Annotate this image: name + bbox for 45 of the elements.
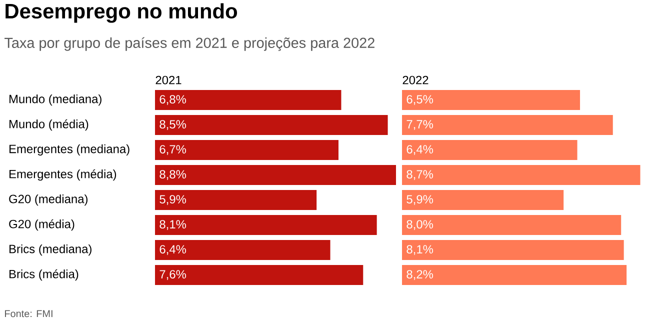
data-label: 7,7% — [406, 120, 434, 130]
bar — [155, 90, 342, 110]
bar — [155, 190, 317, 210]
y-tick-label: G20 (média) — [9, 219, 74, 231]
bar — [155, 240, 330, 260]
series-label: 2022 — [402, 76, 428, 84]
y-tick-label: Brics (média) — [10, 269, 78, 281]
y-tick-label: Brics (mediana) — [10, 244, 92, 256]
series-label: 2021 — [156, 76, 182, 84]
bar — [155, 115, 388, 136]
bar — [155, 165, 396, 185]
y-tick-label: Emergentes (média) — [10, 169, 116, 181]
bar — [402, 90, 580, 110]
data-label: 6,4% — [406, 145, 434, 155]
data-label: 5,9% — [160, 195, 186, 205]
y-tick-label: G20 (mediana) — [9, 194, 88, 206]
data-label: 8,2% — [406, 270, 434, 280]
chart-subtitle: Taxa por grupo de países em 2021 e projeções para 2022 — [4, 37, 374, 51]
source-note: Fonte: FMI — [5, 310, 52, 318]
data-label: 8,0% — [406, 220, 434, 230]
bar — [155, 215, 377, 235]
bar — [402, 215, 622, 235]
bar — [155, 265, 364, 285]
data-label: 8,1% — [160, 220, 186, 230]
y-tick-label: Mundo (média) — [10, 119, 88, 131]
bar — [402, 190, 564, 210]
y-tick-label: Mundo (mediana) — [10, 94, 102, 106]
data-label: 6,4% — [160, 245, 186, 255]
bar — [155, 140, 338, 160]
data-label: 8,8% — [160, 170, 186, 180]
bar — [402, 140, 578, 160]
data-label: 8,7% — [406, 170, 434, 180]
data-label: 6,7% — [160, 145, 186, 155]
data-label: 8,1% — [406, 245, 434, 255]
data-label: 8,5% — [160, 120, 186, 130]
data-label: 6,8% — [160, 95, 186, 105]
data-label: 5,9% — [406, 195, 434, 205]
data-label: 6,5% — [406, 95, 434, 105]
bar — [402, 115, 613, 136]
bar — [402, 240, 624, 260]
bar — [402, 265, 627, 285]
y-tick-label: Emergentes (mediana) — [10, 144, 130, 156]
chart-title: Desemprego no mundo — [6, 3, 238, 23]
data-label: 7,6% — [160, 270, 186, 280]
bar — [402, 165, 640, 185]
